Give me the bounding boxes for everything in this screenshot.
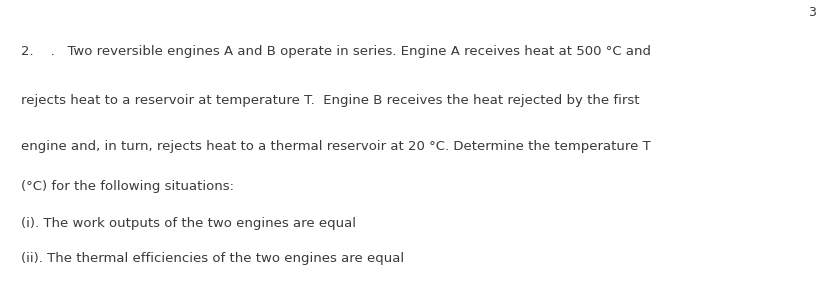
Text: (ii). The thermal efficiencies of the two engines are equal: (ii). The thermal efficiencies of the tw… (21, 252, 404, 265)
Text: (i). The work outputs of the two engines are equal: (i). The work outputs of the two engines… (21, 217, 356, 230)
Text: 3: 3 (806, 6, 815, 19)
Text: 2.    .   Two reversible engines A and B operate in series. Engine A receives he: 2. . Two reversible engines A and B oper… (21, 45, 650, 58)
Text: engine and, in turn, rejects heat to a thermal reservoir at 20 °C. Determine the: engine and, in turn, rejects heat to a t… (21, 140, 650, 153)
Text: (°C) for the following situations:: (°C) for the following situations: (21, 180, 233, 193)
Text: rejects heat to a reservoir at temperature T.  Engine B receives the heat reject: rejects heat to a reservoir at temperatu… (21, 94, 638, 107)
